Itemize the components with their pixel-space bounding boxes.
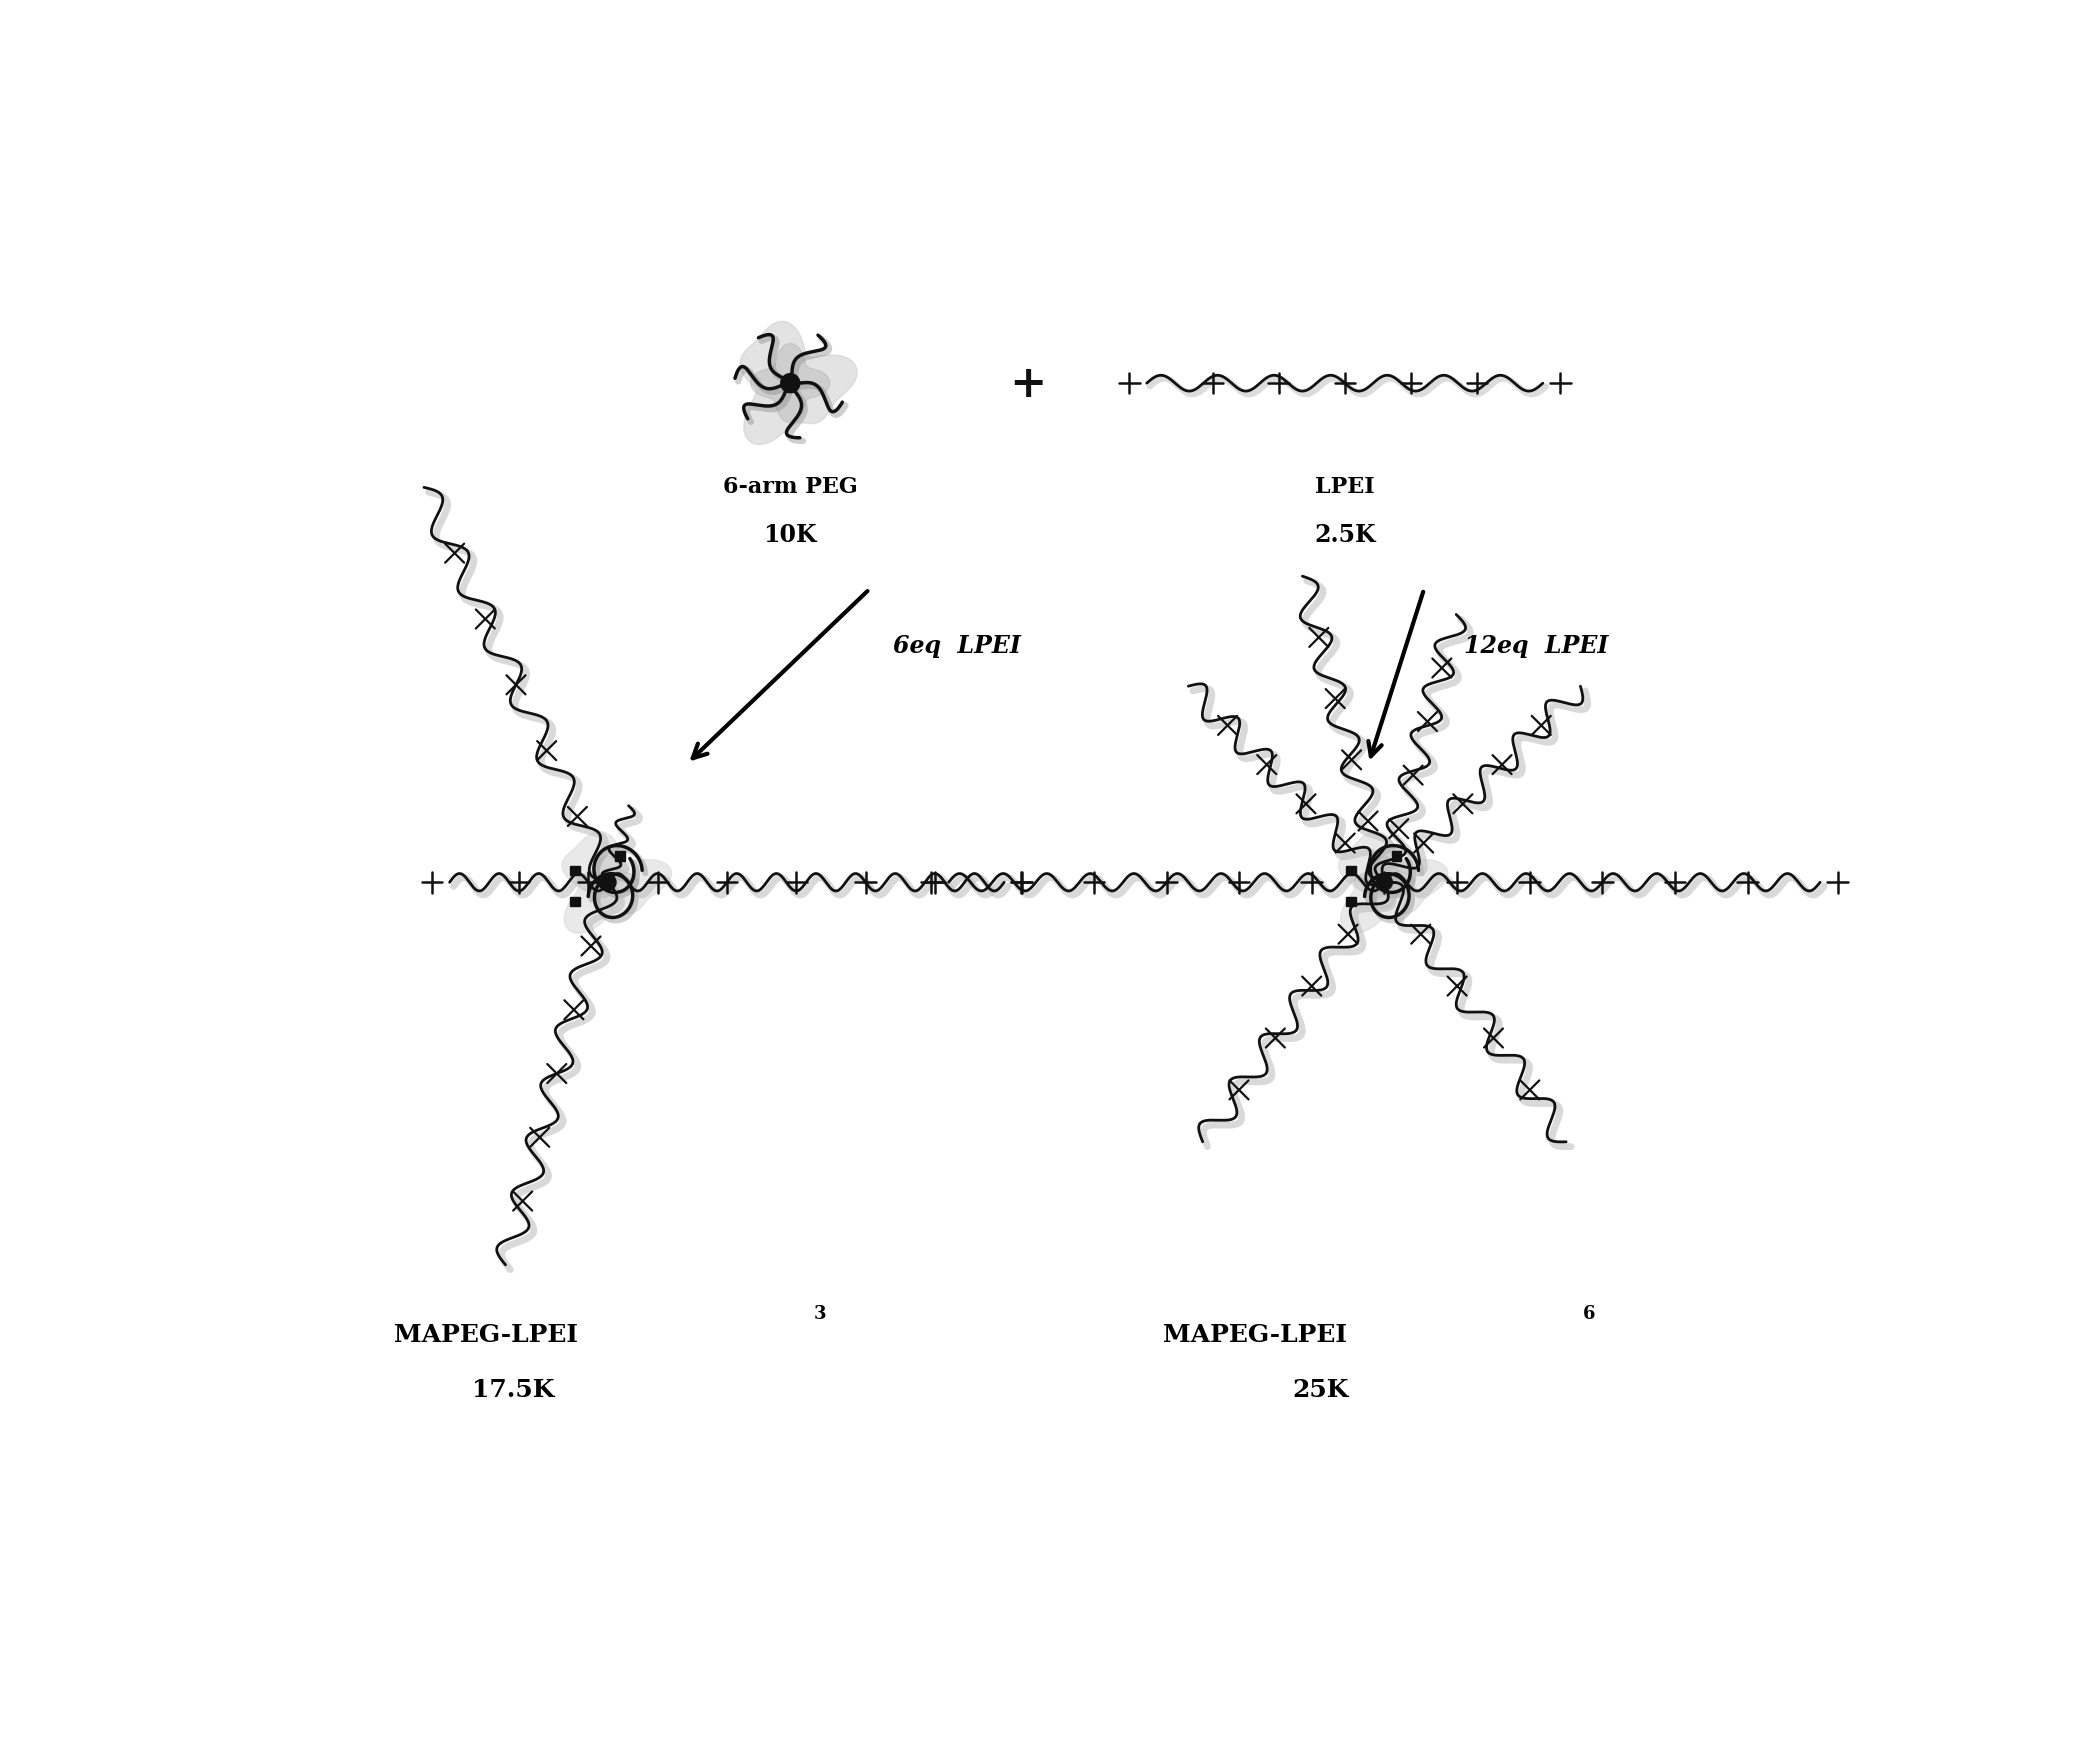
Polygon shape [750,344,829,423]
Text: MAPEG-LPEI: MAPEG-LPEI [1162,1321,1346,1346]
Text: 17.5K: 17.5K [471,1377,554,1402]
Text: 12eq  LPEI: 12eq LPEI [1464,633,1608,657]
Text: MAPEG-LPEI: MAPEG-LPEI [394,1321,579,1346]
Bar [571,865,579,876]
Text: 25K: 25K [1294,1377,1350,1402]
Text: 10K: 10K [764,523,817,547]
Bar [1346,865,1356,876]
Text: 6: 6 [1583,1304,1596,1321]
Polygon shape [1339,832,1448,933]
Bar [614,851,625,862]
Polygon shape [781,374,800,393]
Bar [1346,897,1356,907]
Text: 6eq  LPEI: 6eq LPEI [894,633,1021,657]
Polygon shape [577,857,639,909]
Polygon shape [1354,857,1414,909]
Polygon shape [1377,874,1391,891]
Text: 6-arm PEG: 6-arm PEG [723,475,858,498]
Polygon shape [600,874,617,891]
Bar [1391,851,1402,862]
Text: LPEI: LPEI [1314,475,1375,498]
Polygon shape [739,322,856,446]
Text: 3: 3 [814,1304,827,1321]
Text: 2.5K: 2.5K [1314,523,1375,547]
Bar [571,897,579,907]
Polygon shape [562,832,671,933]
Text: +: + [1010,362,1046,406]
